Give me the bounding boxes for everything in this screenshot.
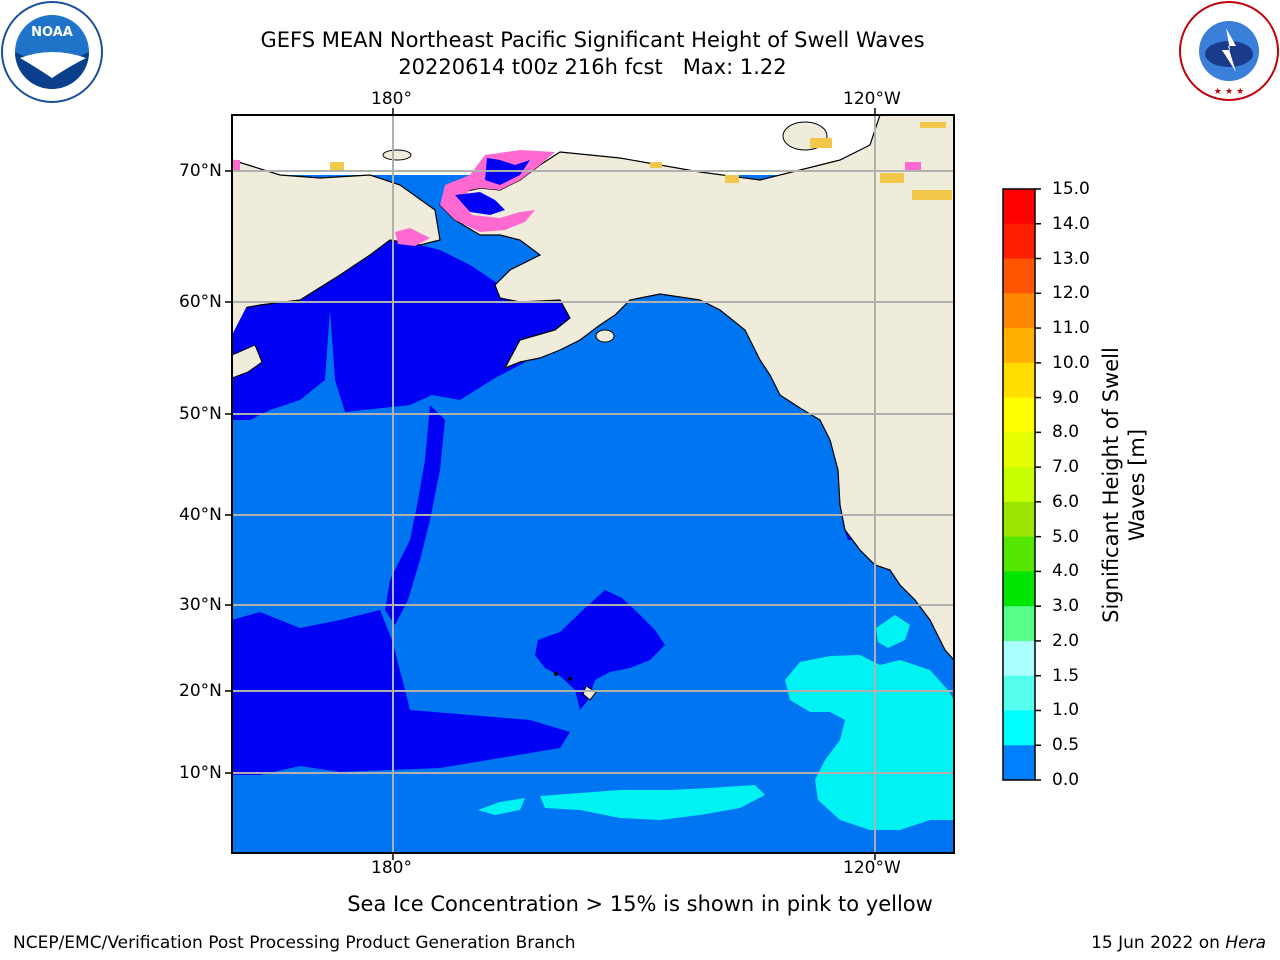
colorbar-tick-label: 12.0 [1052,283,1090,304]
colorbar-frame [1002,188,1036,781]
colorbar-tick-label: 0.0 [1052,770,1080,790]
graticule [232,115,954,853]
colorbar-segment [1003,640,1035,677]
colorbar-segment [1003,745,1035,781]
lat-label-20n: 20°N [179,681,222,701]
colorbar-tick-label: 1.5 [1052,665,1080,686]
colorbar-tick-label: 10.0 [1052,352,1090,373]
lat-label-50n: 50°N [179,404,222,424]
southwest-low-swell [232,610,570,775]
colorbar-segment [1003,467,1035,503]
colorbar-segment [1003,293,1035,329]
colorbar-segment [1003,258,1035,294]
colorbar-tick-label: 11.0 [1052,318,1090,339]
colorbar-tick-label: 8.0 [1052,422,1080,443]
bering-low-swell [232,240,575,412]
colorbar-label: Significant Height of Swell Waves [m] [1099,347,1149,623]
sea-ice-note: Sea Ice Concentration > 15% is shown in … [347,892,933,916]
map-subtitle: 20220614 t00z 216h fcst Max: 1.22 [398,55,787,79]
colorbar-segment [1003,675,1035,711]
colorbar-tick-label: 3.0 [1052,596,1080,617]
colorbar-tick-label: 2.0 [1052,630,1080,651]
colorbar-segment [1003,606,1035,642]
lon-label-120w-top: 120°W [843,89,901,109]
lat-label-10n: 10°N [179,763,222,783]
colorbar-segment [1003,432,1035,468]
colorbar-segment [1003,710,1035,746]
nws-logo: ★ ★ ★ [1179,1,1279,101]
lat-label-40n: 40°N [179,505,222,525]
producer-credit: NCEP/EMC/Verification Post Processing Pr… [13,933,576,953]
colorbar-tick-label: 7.0 [1052,457,1080,478]
map-title: GEFS MEAN Northeast Pacific Significant … [260,28,925,52]
generation-date: 15 Jun 2022 on Hera [1091,933,1266,953]
lon-label-180-bottom: 180° [371,858,412,878]
central-low-swell [535,590,665,710]
colorbar-tick-label: 9.0 [1052,387,1080,408]
colorbar-segment [1003,223,1035,260]
colorbar-tick-label: 14.0 [1052,213,1090,234]
siberia-land [232,159,441,311]
cyan-swell-south [540,785,765,820]
lat-label-70n: 70°N [179,161,222,181]
cyan-swell-east [785,655,954,830]
colorbar-segment [1003,397,1035,433]
map-frame [231,114,955,854]
colorbar-tick-label: 0.5 [1052,735,1080,756]
lat-label-60n: 60°N [179,292,222,312]
colorbar [1003,188,1041,781]
svg-text:★ ★ ★: ★ ★ ★ [1214,87,1244,97]
colorbar-tick-label: 5.0 [1052,526,1080,547]
noaa-logo-text: NOAA [31,25,73,40]
colorbar-segment [1003,501,1035,538]
colorbar-tick-label: 1.0 [1052,700,1080,721]
generation-date-text: 15 Jun 2022 on [1091,933,1226,953]
lat-label-30n: 30°N [179,595,222,615]
colorbar-segment [1003,362,1035,399]
lon-label-120w-bottom: 120°W [843,858,901,878]
colorbar-tick-label: 13.0 [1052,248,1090,269]
colorbar-segment [1003,328,1035,364]
noaa-logo: NOAA [1,1,103,103]
colorbar-tick-label: 15.0 [1052,179,1090,199]
lon-label-180-top: 180° [371,89,412,109]
host-name: Hera [1225,933,1266,953]
colorbar-tick-label: 4.0 [1052,561,1080,582]
colorbar-segment [1003,189,1035,225]
map-area [232,115,954,853]
colorbar-segment [1003,536,1035,572]
colorbar-segment [1003,571,1035,607]
colorbar-tick-label: 6.0 [1052,491,1080,512]
north-america-land [439,115,954,661]
